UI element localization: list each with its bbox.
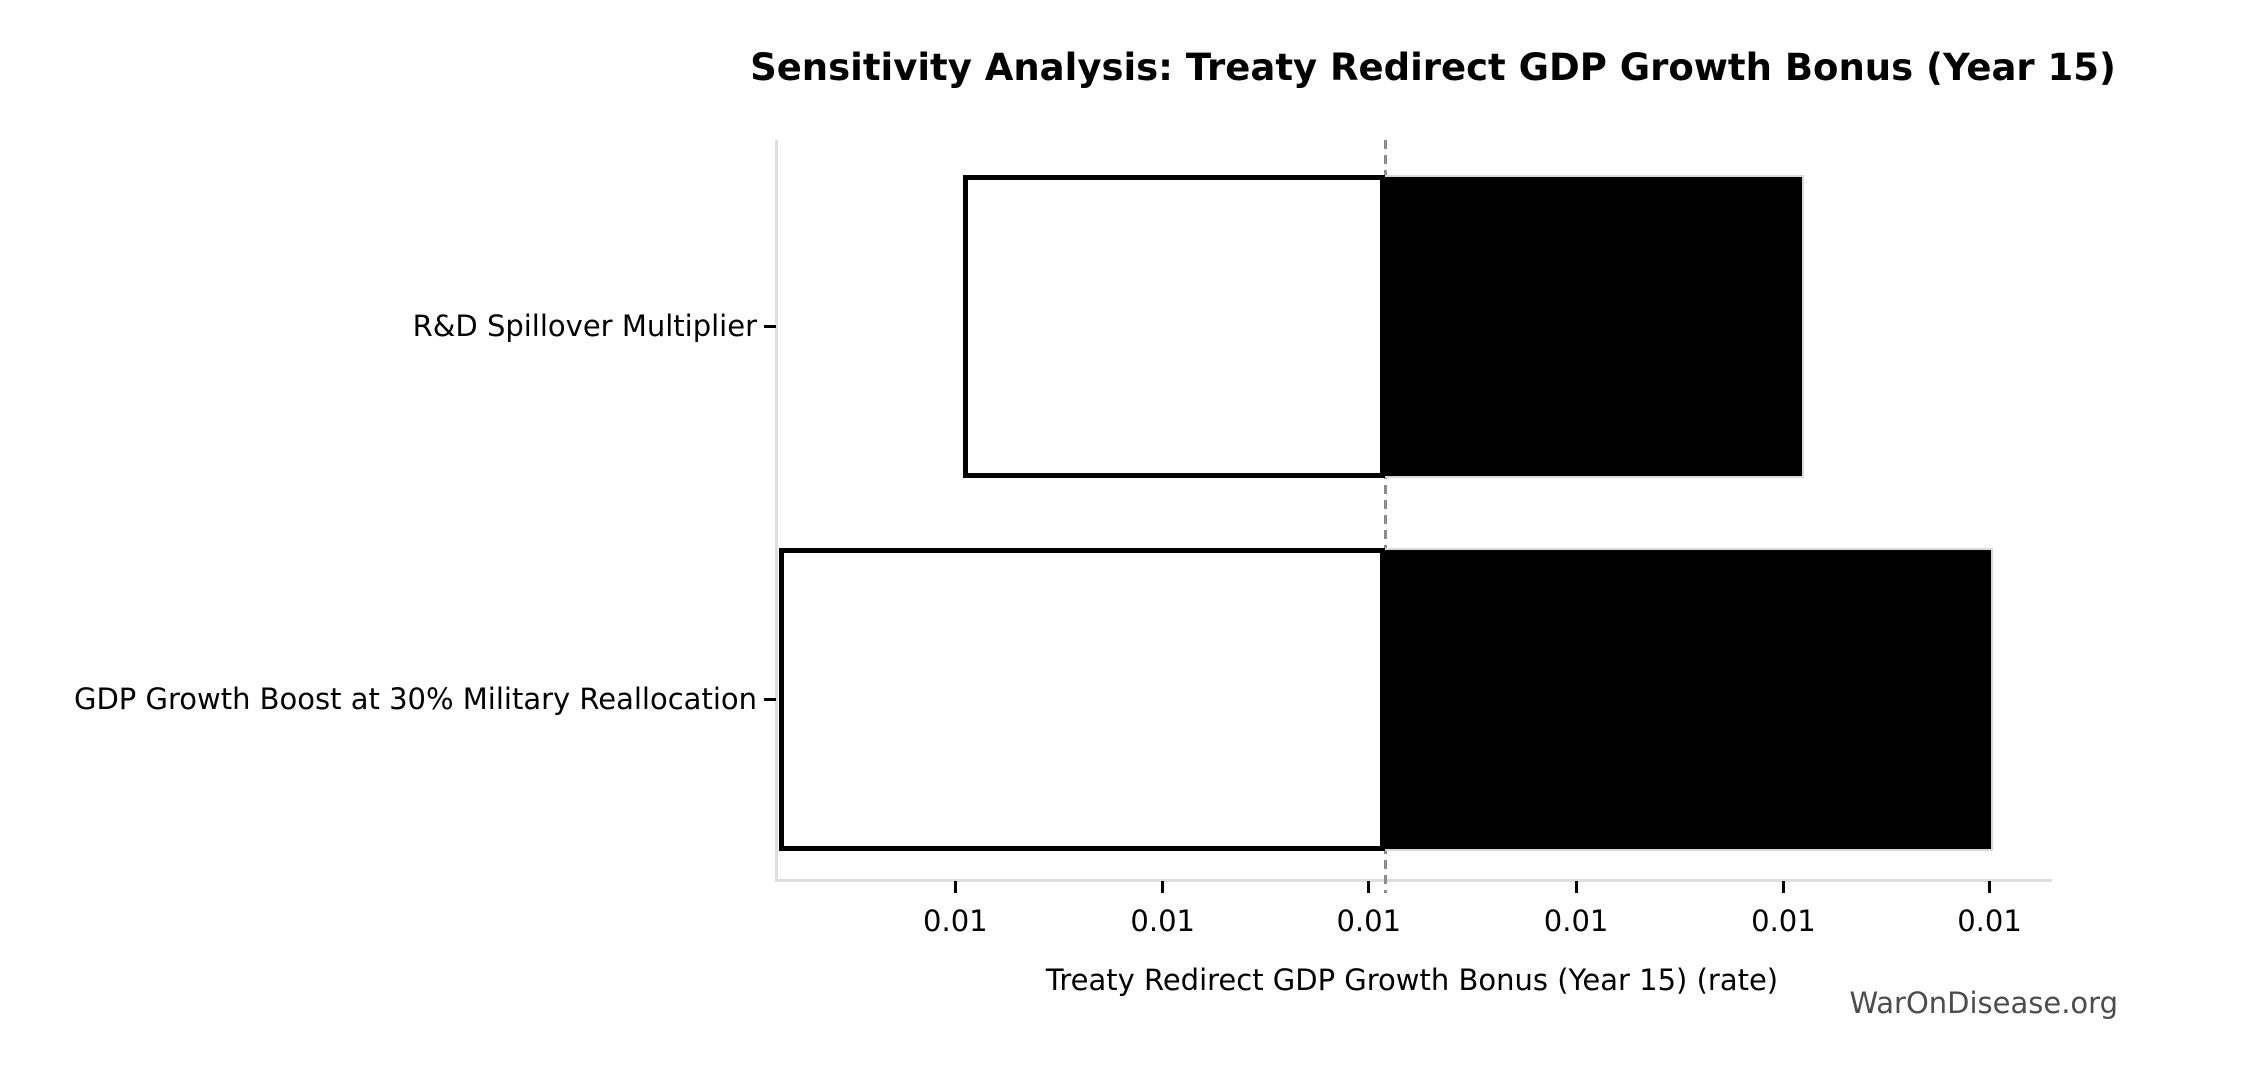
x-axis-spine xyxy=(775,879,2052,882)
x-tick-mark xyxy=(1574,881,1578,893)
x-tick-label: 0.01 xyxy=(1336,904,1402,938)
x-tick-label: 0.01 xyxy=(923,904,988,938)
baseline-dashed-line xyxy=(1383,140,1387,893)
x-tick-label: 0.01 xyxy=(1751,904,1816,938)
x-tick-mark xyxy=(1367,881,1371,893)
x-tick-mark xyxy=(1987,881,1991,893)
y-axis-spine xyxy=(775,140,778,882)
x-tick-label: 0.01 xyxy=(1543,904,1609,938)
x-tick-label: 0.01 xyxy=(1130,904,1195,938)
y-tick-mark xyxy=(764,697,776,701)
x-tick-mark xyxy=(1781,881,1785,893)
x-tick-mark xyxy=(1161,881,1165,893)
x-tick-mark xyxy=(953,881,957,893)
bar-high-segment xyxy=(1385,548,1994,851)
y-axis-category-label: GDP Growth Boost at 30% Military Realloc… xyxy=(73,682,757,717)
x-axis-label: Treaty Redirect GDP Growth Bonus (Year 1… xyxy=(1045,963,1779,997)
y-tick-mark xyxy=(764,324,776,328)
bar-low-segment xyxy=(778,548,1386,851)
bar-low-segment xyxy=(962,175,1386,478)
watermark: WarOnDisease.org xyxy=(1849,986,2118,1020)
y-axis-category-label: R&D Spillover Multiplier xyxy=(412,309,757,344)
chart-title: Sensitivity Analysis: Treaty Redirect GD… xyxy=(750,46,2116,89)
plot-area xyxy=(776,140,2048,893)
x-tick-label: 0.01 xyxy=(1957,904,2022,938)
bar-high-segment xyxy=(1385,175,1804,478)
